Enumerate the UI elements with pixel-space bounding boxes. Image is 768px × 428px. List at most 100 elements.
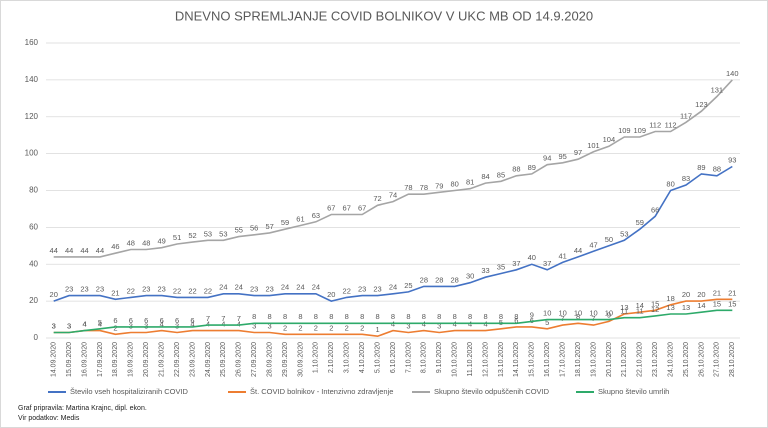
data-label: 5 [545,318,549,327]
data-label: 3 [67,321,71,330]
data-label: 5 [499,318,503,327]
x-tick-label: 27.09.2020 [251,342,258,377]
data-label: 4 [453,320,457,329]
data-label: 7 [591,314,595,323]
data-label: 83 [682,174,690,183]
data-label: 23 [96,285,104,294]
data-label: 44 [96,246,104,255]
data-label: 23 [157,285,165,294]
y-tick-label: 140 [25,75,39,84]
data-label: 49 [157,237,165,246]
data-label: 79 [435,181,443,190]
x-tick-label: 19.10.2020 [590,342,597,377]
data-label: 4 [190,320,194,329]
data-label: 2 [283,323,287,332]
data-label: 44 [50,246,58,255]
data-label: 4 [221,320,225,329]
data-label: 3 [144,321,148,330]
data-label: 48 [127,238,135,247]
data-label: 21 [713,288,721,297]
data-label: 23 [250,285,258,294]
data-label: 23 [358,285,366,294]
x-tick-label: 23.09.2020 [189,342,196,377]
data-label: 78 [420,183,428,192]
data-label: 59 [636,218,644,227]
x-tick-label: 20.09.2020 [143,342,150,377]
data-label: 22 [173,286,181,295]
data-label: 6 [175,316,179,325]
x-tick-label: 28.09.2020 [266,342,273,377]
data-label: 15 [728,299,736,308]
data-label: 8 [360,312,364,321]
data-label: 4 [82,320,86,329]
x-tick-label: 23.10.2020 [652,342,659,377]
x-tick-label: 28.10.2020 [729,342,736,377]
data-label: 8 [298,312,302,321]
data-label: 10 [543,309,551,318]
data-label: 23 [265,285,273,294]
x-tick-label: 8.10.2020 [421,342,428,373]
data-label: 23 [80,285,88,294]
data-label: 20 [50,290,58,299]
x-tick-label: 24.10.2020 [667,342,674,377]
data-label: 44 [80,246,88,255]
data-label: 3 [52,321,56,330]
data-label: 41 [558,251,566,260]
data-label: 22 [127,286,135,295]
data-label: 46 [111,242,119,251]
data-label: 131 [711,85,724,94]
data-label: 5 [98,318,102,327]
data-label: 35 [497,262,505,271]
data-label: 13 [666,303,674,312]
series-line [53,309,733,334]
data-label: 59 [281,218,289,227]
data-label: 3 [252,321,256,330]
legend-label: Št. COVID bolnikov - Intenzivno zdravlje… [250,387,393,396]
x-tick-label: 24.09.2020 [205,342,212,377]
data-label: 8 [329,312,333,321]
legend-label: Skupno število odpuščenih COVID [434,387,550,396]
data-label: 3 [129,321,133,330]
data-label: 7 [206,314,210,323]
x-tick-label: 15.09.2020 [66,342,73,377]
data-label: 6 [190,316,194,325]
x-tick-label: 2.10.2020 [328,342,335,373]
data-label: 84 [481,172,489,181]
x-tick-label: 16.09.2020 [81,342,88,377]
data-label: 20 [697,290,705,299]
x-tick-label: 15.10.2020 [529,342,536,377]
x-tick-label: 9.10.2020 [436,342,443,373]
data-label: 140 [726,69,739,78]
data-label: 9 [607,310,611,319]
x-tick-label: 14.10.2020 [513,342,520,377]
y-tick-label: 0 [34,333,39,342]
y-tick-label: 160 [25,38,39,47]
data-label: 22 [343,286,351,295]
data-label: 3 [67,321,71,330]
x-tick-label: 25.09.2020 [220,342,227,377]
data-label: 28 [435,275,443,284]
data-label: 109 [633,126,646,135]
data-label: 44 [65,246,73,255]
data-label: 21 [728,288,736,297]
x-tick-label: 14.09.2020 [51,342,58,377]
x-tick-label: 18.09.2020 [112,342,119,377]
y-tick-label: 60 [29,222,38,231]
data-label: 53 [620,229,628,238]
data-label: 13 [682,303,690,312]
x-tick-label: 19.09.2020 [128,342,135,377]
data-label: 20 [327,290,335,299]
data-label: 123 [695,100,708,109]
data-label: 6 [113,316,117,325]
data-label: 52 [188,231,196,240]
data-label: 6 [530,316,534,325]
data-label: 104 [603,135,616,144]
data-label: 44 [574,246,582,255]
data-label: 80 [451,179,459,188]
data-label: 89 [697,163,705,172]
data-label: 101 [587,141,600,150]
data-label: 8 [437,312,441,321]
data-label: 28 [451,275,459,284]
